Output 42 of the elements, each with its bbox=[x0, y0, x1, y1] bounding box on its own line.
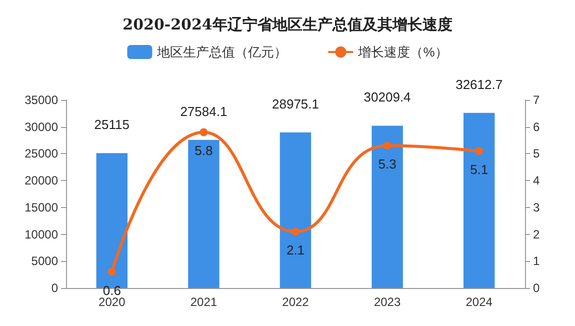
legend-label: 地区生产总值（亿元） bbox=[156, 44, 288, 60]
point bbox=[383, 142, 392, 150]
bar bbox=[463, 112, 495, 288]
bar bbox=[188, 140, 220, 288]
y2-tick-label: 1 bbox=[533, 254, 540, 268]
data-label: 30209.4 bbox=[364, 90, 411, 105]
chart-title: 2020-2024年辽宁省地区生产总值及其增长速度 bbox=[122, 16, 452, 34]
data-label: 28975.1 bbox=[272, 96, 319, 112]
bar bbox=[280, 132, 312, 288]
x-tick-label: 2021 bbox=[190, 295, 218, 309]
data-label: 5.8 bbox=[194, 143, 213, 158]
data-label: 27584.1 bbox=[180, 104, 228, 119]
y-tick-label: 5000 bbox=[31, 254, 58, 268]
data-label: 32612.7 bbox=[456, 76, 503, 92]
y2-tick-label: 2 bbox=[533, 227, 540, 242]
y2-tick-label: 3 bbox=[533, 200, 540, 214]
point bbox=[475, 147, 484, 156]
y-tick-label: 0 bbox=[51, 281, 58, 295]
data-label: 25115 bbox=[94, 117, 130, 132]
y2-tick-label: 6 bbox=[533, 120, 540, 134]
x-tick-label: 2024 bbox=[466, 295, 493, 309]
x-tick-label: 2023 bbox=[374, 295, 401, 309]
legend-label: 增长速度（%） bbox=[357, 44, 448, 60]
y-tick-label: 25000 bbox=[24, 146, 58, 161]
point bbox=[108, 268, 116, 276]
data-label: 5.1 bbox=[470, 162, 488, 178]
bar bbox=[372, 126, 403, 288]
y-tick-label: 30000 bbox=[24, 120, 58, 134]
data-label: 2.1 bbox=[286, 242, 305, 258]
y2-tick-label: 4 bbox=[533, 174, 540, 188]
y-tick-label: 15000 bbox=[24, 200, 58, 214]
point bbox=[200, 128, 208, 136]
y2-tick-label: 0 bbox=[533, 281, 540, 295]
y2-tick-label: 7 bbox=[533, 93, 540, 107]
y-tick-label: 35000 bbox=[24, 93, 58, 107]
point bbox=[292, 228, 300, 236]
data-label: 5.3 bbox=[378, 156, 396, 172]
x-tick-label: 2020 bbox=[98, 295, 126, 309]
x-tick-label: 2022 bbox=[282, 295, 310, 309]
y2-tick-label: 5 bbox=[533, 146, 540, 161]
y-tick-label: 10000 bbox=[24, 227, 58, 242]
y-tick-label: 20000 bbox=[24, 174, 58, 188]
